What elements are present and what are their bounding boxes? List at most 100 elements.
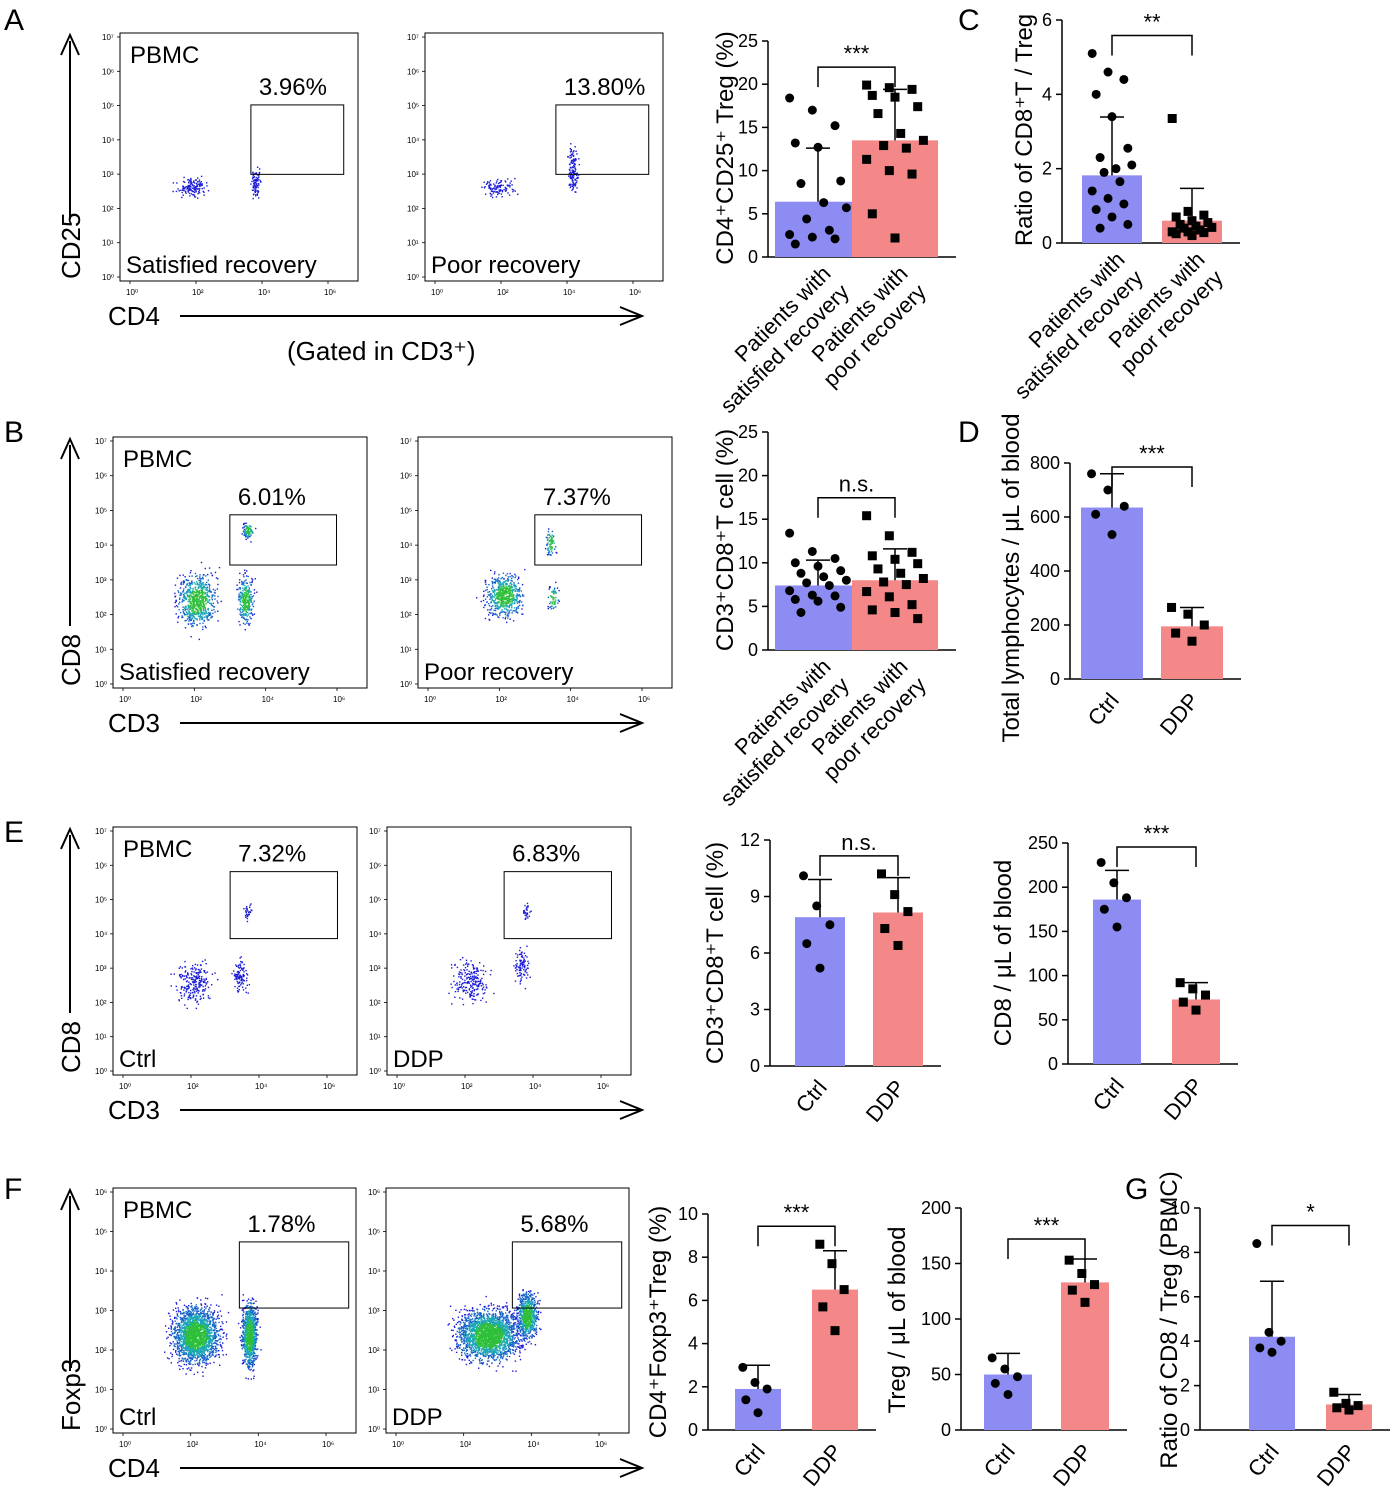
flow-x-tick: 10⁰: [424, 695, 436, 704]
significance-label: n.s.: [841, 830, 876, 855]
data-point: [830, 553, 840, 563]
y-tick-label: 3: [750, 1000, 760, 1020]
data-point: [1252, 1239, 1262, 1249]
data-point: [862, 80, 872, 90]
flow-y-tick: 10⁵: [102, 102, 114, 111]
data-point: [890, 608, 900, 618]
data-point: [1122, 893, 1132, 903]
flow-y-tick: 10⁴: [95, 1267, 108, 1276]
data-point: [1183, 206, 1193, 216]
y-arrow-head: [60, 436, 80, 460]
flow-y-tick: 10⁷: [95, 827, 107, 836]
flow-y-tick: 10⁶: [95, 1188, 107, 1197]
flow-y-tick: 10⁶: [369, 861, 381, 870]
y-tick-label: 9: [750, 887, 760, 907]
data-point: [1127, 160, 1137, 170]
data-point: [836, 176, 846, 186]
flow-y-tick: 10⁴: [369, 930, 382, 939]
data-point: [1067, 1285, 1077, 1295]
gate-percent: 6.01%: [238, 484, 306, 511]
flow-y-tick: 10²: [102, 204, 114, 213]
gate-rectangle: [229, 871, 338, 940]
data-point: [879, 141, 889, 151]
data-point: [1064, 1255, 1074, 1265]
flow-y-tick: 10⁵: [95, 896, 107, 905]
y-tick-label: 20: [738, 466, 758, 486]
data-point: [830, 121, 840, 131]
y-tick-label: 2: [1180, 1376, 1190, 1396]
gate-percent: 6.83%: [512, 841, 580, 868]
flow-plot-frame: [112, 436, 368, 689]
significance-bracket: [1111, 466, 1193, 487]
data-point: [1187, 636, 1197, 646]
data-point: [896, 128, 906, 138]
flow-x-tick: 10⁶: [597, 1082, 609, 1091]
flow-y-tick: 10²: [407, 204, 419, 213]
flow-x-tick: 10⁰: [393, 1082, 405, 1091]
flow-y-tick: 10⁶: [95, 861, 107, 870]
data-point: [1264, 1327, 1274, 1337]
flow-y-tick: 10³: [95, 964, 107, 973]
data-point: [1187, 231, 1197, 241]
data-point: [890, 890, 900, 900]
data-point: [1095, 223, 1105, 233]
data-point: [873, 109, 883, 119]
data-point: [839, 1285, 849, 1295]
y-tick-label: 100: [921, 1309, 951, 1329]
data-point: [884, 83, 894, 93]
flow-x-tick: 10⁶: [595, 1440, 607, 1449]
flow-events: [481, 143, 580, 199]
data-point: [879, 577, 889, 587]
flow-x-tick: 10⁴: [255, 1082, 268, 1091]
data-point: [753, 1408, 763, 1418]
data-point: [830, 1326, 840, 1336]
flow-x-tick: 10⁴: [262, 695, 275, 704]
data-point: [790, 558, 800, 568]
y-tick-label: 5: [748, 596, 758, 616]
significance-bracket: [1116, 846, 1197, 867]
category-label: Ctrl: [791, 1075, 832, 1117]
y-tick-label: 15: [738, 509, 758, 529]
bar-chart-E-bar2: 0 50 100 150 200 250 CD8 / μL of blood Ctrl DDP *…: [990, 821, 1238, 1125]
data-point: [1109, 878, 1119, 888]
data-point: [1341, 1398, 1351, 1408]
data-point: [1191, 1005, 1201, 1015]
flow-x-tick: 10⁰: [119, 1082, 131, 1091]
gate-percent: 1.78%: [247, 1211, 315, 1238]
bar-chart-F-bar1: 0 2 4 6 8 10 CD4⁺Foxp3⁺Treg (%) Ctrl DDP ***: [645, 1200, 876, 1491]
data-point: [918, 135, 928, 145]
flow-x-tick: 10²: [461, 1082, 473, 1091]
data-point: [796, 568, 806, 578]
flow-corner-label: Satisfied recovery: [119, 659, 310, 686]
data-point: [1107, 112, 1117, 122]
panel-letter-E: E: [4, 816, 24, 849]
data-point: [862, 511, 872, 521]
y-tick-label: 6: [750, 943, 760, 963]
flow-y-tick: 10¹: [368, 1386, 380, 1395]
flow-y-tick: 10⁴: [407, 136, 420, 145]
flow-x-tick: 10²: [187, 1082, 199, 1091]
y-axis-label: CD3⁺CD8⁺T cell (%): [712, 429, 739, 651]
flow-y-tick: 10⁵: [368, 1228, 380, 1237]
x-arrow-head: [619, 1100, 645, 1120]
flow-y-label: CD8: [56, 1021, 86, 1073]
data-point: [799, 871, 808, 881]
flow-y-tick: 10²: [95, 998, 107, 1007]
data-point: [1119, 501, 1129, 511]
y-tick-label: 20: [738, 74, 758, 94]
y-tick-label: 25: [738, 31, 758, 51]
category-label: Ctrl: [729, 1439, 770, 1481]
bar-ddp: [873, 912, 923, 1066]
bar-ctrl: [1082, 175, 1142, 243]
data-point: [890, 233, 900, 243]
data-point: [884, 166, 894, 176]
data-point: [990, 1378, 1000, 1388]
data-point: [802, 939, 812, 949]
flow-y-tick: 10⁵: [95, 1228, 107, 1237]
flow-y-tick: 10⁴: [95, 930, 108, 939]
y-tick-label: 150: [1028, 921, 1058, 941]
data-point: [1123, 143, 1133, 153]
y-arrow-head: [60, 32, 80, 56]
